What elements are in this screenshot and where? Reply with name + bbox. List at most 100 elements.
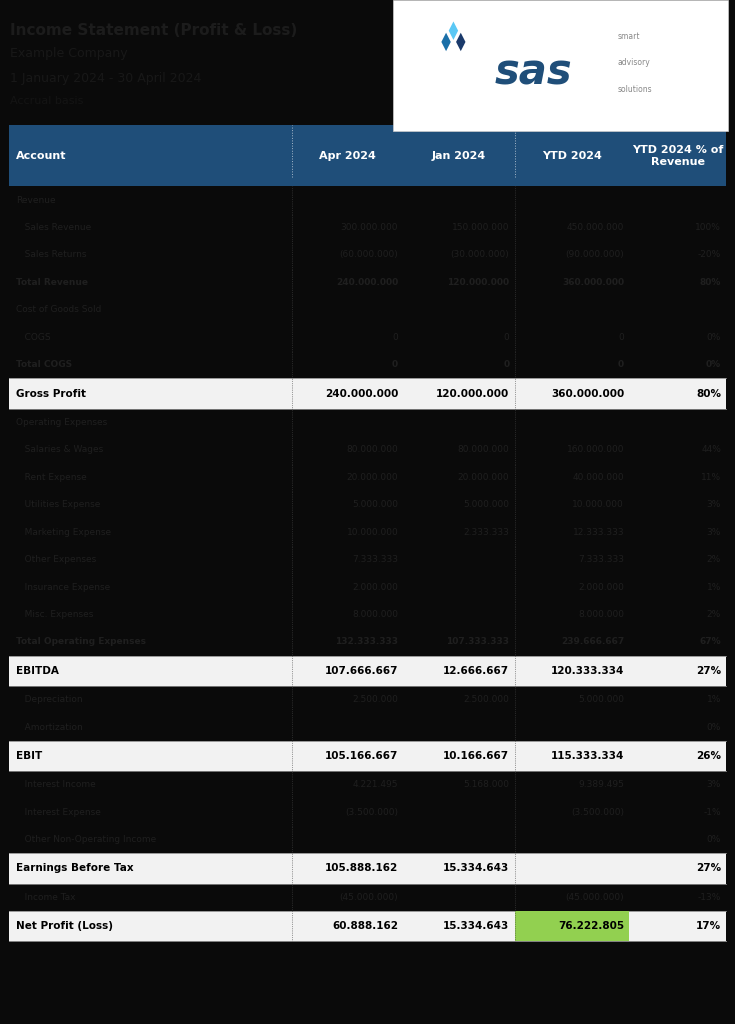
Text: 120.000.000: 120.000.000 — [448, 278, 509, 287]
Text: 120.000.000: 120.000.000 — [436, 388, 509, 398]
Text: 2%: 2% — [707, 610, 721, 618]
Bar — [9, 853, 726, 884]
Text: 17%: 17% — [696, 921, 721, 931]
Text: 80.000.000: 80.000.000 — [458, 445, 509, 455]
Text: 107.666.667: 107.666.667 — [325, 666, 398, 676]
Text: Gross Profit: Gross Profit — [16, 388, 86, 398]
Text: Total Revenue: Total Revenue — [16, 278, 88, 287]
Text: Marketing Expense: Marketing Expense — [16, 527, 111, 537]
Text: Interest Income: Interest Income — [16, 780, 96, 790]
Text: sas: sas — [495, 51, 573, 93]
Text: 115.333.334: 115.333.334 — [551, 751, 624, 761]
Text: 5.168.000: 5.168.000 — [463, 780, 509, 790]
Text: EBIT: EBIT — [16, 751, 43, 761]
Text: Cost of Goods Sold: Cost of Goods Sold — [16, 305, 101, 314]
Text: 7.333.333: 7.333.333 — [352, 555, 398, 564]
Text: Jan 2024: Jan 2024 — [432, 151, 486, 161]
Text: 5.000.000: 5.000.000 — [352, 501, 398, 509]
Text: 44%: 44% — [701, 445, 721, 455]
Text: 450.000.000: 450.000.000 — [567, 223, 624, 232]
Text: Sales Revenue: Sales Revenue — [16, 223, 91, 232]
Text: 5.000.000: 5.000.000 — [463, 501, 509, 509]
Polygon shape — [441, 33, 451, 51]
Text: 1 January 2024 - 30 April 2024: 1 January 2024 - 30 April 2024 — [10, 72, 201, 85]
Text: Example Company: Example Company — [10, 47, 128, 60]
Text: 10.000.000: 10.000.000 — [346, 527, 398, 537]
Bar — [9, 740, 726, 771]
Text: EBITDA: EBITDA — [16, 666, 59, 676]
Text: 12.666.667: 12.666.667 — [443, 666, 509, 676]
Text: Income Statement (Profit & Loss): Income Statement (Profit & Loss) — [10, 23, 298, 38]
Text: 76.222.805: 76.222.805 — [558, 921, 624, 931]
Text: 9.389.495: 9.389.495 — [578, 780, 624, 790]
Text: 0: 0 — [392, 360, 398, 370]
Text: Account: Account — [16, 151, 67, 161]
Text: 2.500.000: 2.500.000 — [464, 695, 509, 705]
Text: Revenue: Revenue — [16, 196, 56, 205]
Text: Amortization: Amortization — [16, 723, 83, 731]
Text: 26%: 26% — [696, 751, 721, 761]
Text: 0%: 0% — [706, 723, 721, 731]
Text: 27%: 27% — [696, 666, 721, 676]
Text: 300.000.000: 300.000.000 — [341, 223, 398, 232]
Text: Total Operating Expenses: Total Operating Expenses — [16, 638, 146, 646]
Text: YTD 2024 % of
Revenue: YTD 2024 % of Revenue — [632, 144, 723, 167]
Text: 2%: 2% — [707, 555, 721, 564]
Text: 107.333.333: 107.333.333 — [446, 638, 509, 646]
Text: 0: 0 — [503, 360, 509, 370]
Text: Interest Expense: Interest Expense — [16, 808, 101, 816]
Text: (90.000.000): (90.000.000) — [565, 251, 624, 259]
Text: 3%: 3% — [706, 527, 721, 537]
Text: Income Tax: Income Tax — [16, 893, 76, 902]
Text: 8.000.000: 8.000.000 — [352, 610, 398, 618]
Text: 27%: 27% — [696, 863, 721, 873]
Text: Operating Expenses: Operating Expenses — [16, 418, 107, 427]
Text: 20.000.000: 20.000.000 — [458, 473, 509, 481]
Text: Total COGS: Total COGS — [16, 360, 72, 370]
Text: 360.000.000: 360.000.000 — [562, 278, 624, 287]
Text: 11%: 11% — [701, 473, 721, 481]
Text: -13%: -13% — [698, 893, 721, 902]
Bar — [393, 0, 728, 131]
Text: 240.000.000: 240.000.000 — [325, 388, 398, 398]
Text: Depreciation: Depreciation — [16, 695, 83, 705]
Text: 7.333.333: 7.333.333 — [578, 555, 624, 564]
Text: 40.000.000: 40.000.000 — [573, 473, 624, 481]
Text: -20%: -20% — [698, 251, 721, 259]
Text: Apr 2024: Apr 2024 — [319, 151, 376, 161]
Text: 3%: 3% — [706, 780, 721, 790]
Text: 105.166.667: 105.166.667 — [325, 751, 398, 761]
Text: (30.000.000): (30.000.000) — [451, 251, 509, 259]
Text: COGS: COGS — [16, 333, 51, 342]
Bar — [9, 655, 726, 686]
Text: Rent Expense: Rent Expense — [16, 473, 87, 481]
Text: 240.000.000: 240.000.000 — [336, 278, 398, 287]
Text: 5.000.000: 5.000.000 — [578, 695, 624, 705]
Text: 0: 0 — [618, 360, 624, 370]
Text: smart: smart — [617, 32, 639, 41]
Text: 1%: 1% — [706, 695, 721, 705]
Text: Insurance Expense: Insurance Expense — [16, 583, 110, 592]
Text: 4.221.495: 4.221.495 — [353, 780, 398, 790]
Bar — [9, 379, 726, 409]
Text: 0%: 0% — [706, 333, 721, 342]
Text: 239.666.667: 239.666.667 — [561, 638, 624, 646]
Text: 80%: 80% — [700, 278, 721, 287]
Text: 0: 0 — [392, 333, 398, 342]
Text: 3%: 3% — [706, 501, 721, 509]
Text: 80.000.000: 80.000.000 — [346, 445, 398, 455]
Text: Misc. Expenses: Misc. Expenses — [16, 610, 93, 618]
Text: Sales Returns: Sales Returns — [16, 251, 87, 259]
Text: (60.000.000): (60.000.000) — [340, 251, 398, 259]
Text: 0%: 0% — [706, 836, 721, 844]
Text: 0: 0 — [503, 333, 509, 342]
Text: 100%: 100% — [695, 223, 721, 232]
Text: Other Non-Operating Income: Other Non-Operating Income — [16, 836, 157, 844]
Text: 2.500.000: 2.500.000 — [352, 695, 398, 705]
Text: Net Profit (Loss): Net Profit (Loss) — [16, 921, 113, 931]
Text: 105.888.162: 105.888.162 — [325, 863, 398, 873]
Text: 67%: 67% — [700, 638, 721, 646]
Text: (3.500.000): (3.500.000) — [571, 808, 624, 816]
Text: 360.000.000: 360.000.000 — [551, 388, 624, 398]
Text: Other Expenses: Other Expenses — [16, 555, 96, 564]
